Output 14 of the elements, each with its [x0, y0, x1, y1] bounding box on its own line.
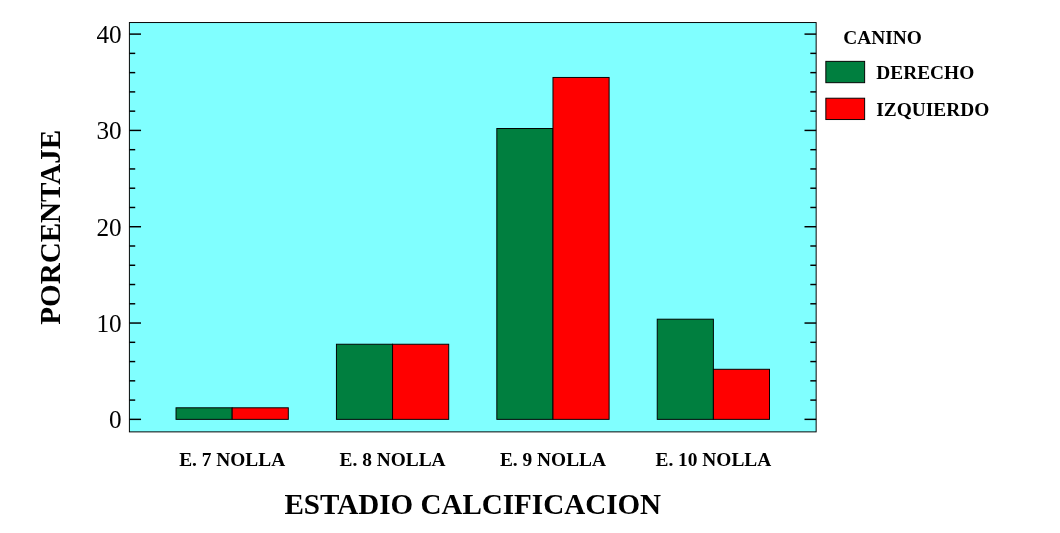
legend-label: DERECHO: [876, 61, 975, 83]
y-tick-label: 10: [96, 309, 122, 337]
x-axis-title: ESTADIO CALCIFICACION: [284, 488, 662, 521]
y-tick-label: 30: [96, 117, 122, 145]
y-tick-label: 20: [96, 213, 122, 241]
x-tick-label: E. 10 NOLLA: [655, 448, 772, 470]
x-tick-label: E. 7 NOLLA: [179, 448, 286, 470]
x-tick-label: E. 8 NOLLA: [339, 448, 446, 470]
y-axis-title: PORCENTAJE: [33, 129, 66, 325]
y-tick-label: 40: [96, 20, 122, 48]
legend-label: IZQUIERDO: [876, 98, 990, 120]
legend-title: CANINO: [843, 26, 922, 48]
y-tick-label: 0: [109, 406, 122, 434]
x-tick-label: E. 9 NOLLA: [499, 448, 606, 470]
